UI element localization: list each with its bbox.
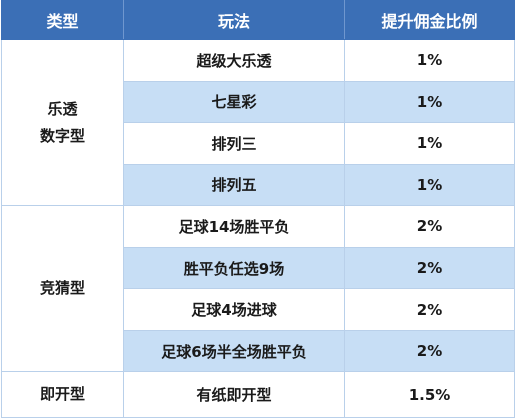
table-row: 胜平负任选9场 2% bbox=[2, 246, 515, 290]
category-cell-quiz: 竞猜型 bbox=[1, 205, 124, 373]
table-row: 排列五 1% bbox=[2, 163, 515, 207]
game-cell: 足球14场胜平负 bbox=[123, 205, 345, 248]
rate-cell: 1% bbox=[344, 122, 515, 165]
table-row: 乐透 数字型 超级大乐透 1% bbox=[1, 38, 515, 207]
game-cell: 七星彩 bbox=[123, 80, 345, 124]
header-type: 类型 bbox=[1, 0, 124, 40]
table-row: 足球6场半全场胜平负 2% bbox=[2, 329, 515, 373]
game-cell: 超级大乐透 bbox=[123, 39, 345, 82]
table-row: 即开型 有纸即开型 1.5% bbox=[1, 371, 515, 418]
game-cell: 排列三 bbox=[123, 122, 345, 165]
category-label-line: 乐透 bbox=[47, 99, 78, 118]
header-game: 玩法 bbox=[123, 0, 345, 40]
table-row: 足球4场进球 2% bbox=[2, 288, 515, 331]
category-label-line: 竞猜型 bbox=[39, 279, 85, 298]
rate-cell: 2% bbox=[344, 205, 515, 248]
game-cell: 足球4场进球 bbox=[123, 288, 345, 331]
rate-cell: 2% bbox=[344, 329, 515, 373]
game-cell: 胜平负任选9场 bbox=[123, 246, 345, 290]
category-cell-lotto: 乐透 数字型 bbox=[1, 38, 124, 207]
rate-cell: 2% bbox=[344, 246, 515, 290]
category-label-line: 数字型 bbox=[39, 126, 85, 145]
game-cell: 有纸即开型 bbox=[123, 371, 345, 418]
game-cell: 足球6场半全场胜平负 bbox=[123, 329, 345, 373]
table-header-row: 类型 玩法 提升佣金比例 bbox=[1, 0, 515, 40]
category-label-line: 即开型 bbox=[39, 385, 85, 404]
rate-cell: 1% bbox=[344, 163, 515, 207]
table-row: 竞猜型 足球14场胜平负 2% bbox=[1, 205, 515, 373]
rate-cell: 2% bbox=[344, 288, 515, 331]
rate-cell: 1% bbox=[344, 39, 515, 82]
header-commission-rate: 提升佣金比例 bbox=[344, 0, 515, 40]
table-row: 七星彩 1% bbox=[2, 80, 515, 124]
rate-cell: 1.5% bbox=[344, 371, 515, 418]
game-cell: 排列五 bbox=[123, 163, 345, 207]
category-cell-instant: 即开型 bbox=[1, 371, 124, 418]
rate-cell: 1% bbox=[344, 80, 515, 124]
